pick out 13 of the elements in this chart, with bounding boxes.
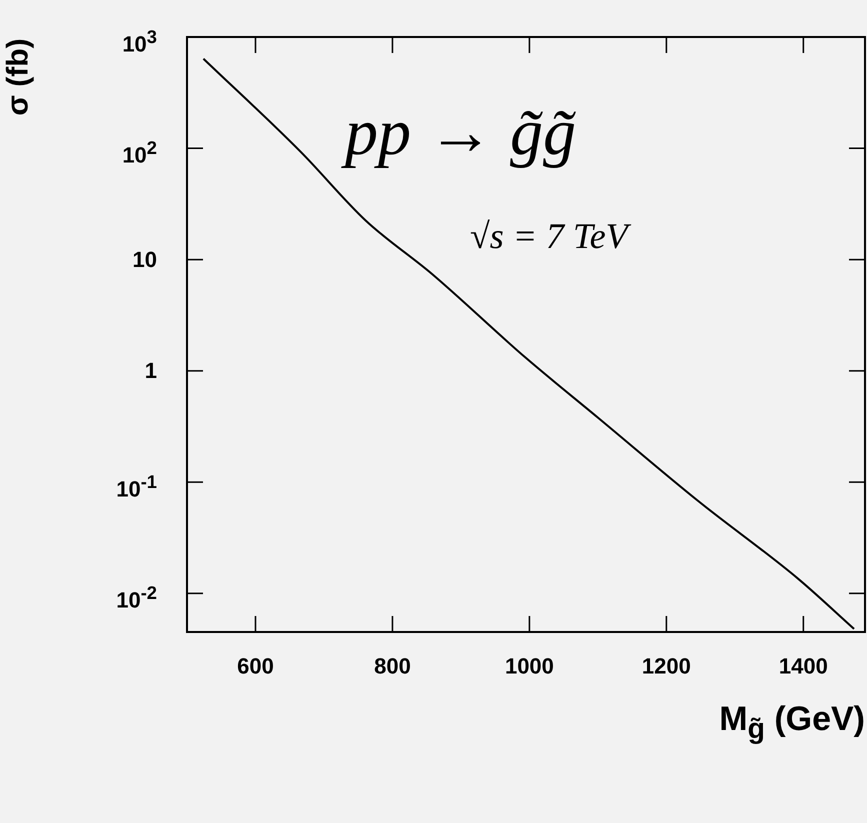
y-tick-label: 10$^{-2}$: [116, 581, 157, 614]
y-tick-label: 10$^{3}$: [122, 25, 157, 58]
y-tick-label: 1: [144, 358, 157, 384]
x-tick-label: 1000: [504, 653, 554, 678]
y-tick-label: 10$^{2}$: [122, 136, 157, 169]
x-tick-label: 800: [374, 653, 411, 678]
y-tick-label: 10$^{-1}$: [116, 470, 157, 502]
x-axis-title: M$_{g̃}$ (GeV): [719, 700, 865, 746]
x-tick-label: 1400: [778, 653, 828, 678]
x-tick-label: 1200: [642, 653, 691, 678]
x-tick-label: 600: [237, 653, 274, 678]
y-tick-label: 10: [132, 246, 157, 273]
y-axis-title: σ (fb): [2, 38, 36, 116]
